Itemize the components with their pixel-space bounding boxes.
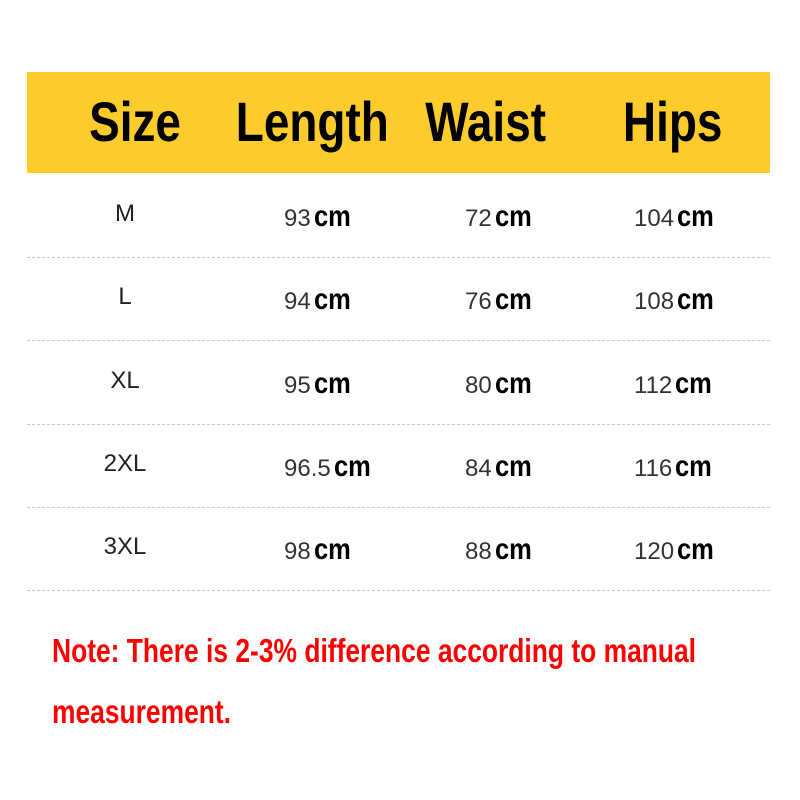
length-cell: 98 cm (284, 533, 357, 567)
note-line-2: measurement. (52, 693, 232, 730)
row-divider (27, 590, 770, 591)
table-row: 2XL 96.5 cm 84 cm 116 cm (27, 450, 770, 533)
unit-label: cm (313, 283, 351, 316)
length-cell: 96.5 cm (284, 450, 377, 484)
hips-value: 112 (634, 372, 673, 399)
size-cell: XL (110, 367, 140, 394)
table-row: L 94 cm 76 cm 108 cm (27, 283, 770, 366)
waist-cell: 84 cm (465, 450, 538, 484)
waist-value: 84 (465, 455, 492, 482)
row-divider (27, 340, 770, 341)
unit-label: cm (677, 533, 714, 566)
hips-cell: 120 cm (634, 533, 720, 567)
waist-cell: 72 cm (465, 200, 538, 234)
unit-label: cm (313, 367, 351, 400)
length-cell: 94 cm (284, 283, 357, 317)
hips-cell: 116 cm (634, 450, 719, 484)
unit-label: cm (313, 533, 351, 566)
hips-cell: 112 cm (634, 367, 719, 401)
row-divider (27, 507, 770, 508)
unit-label: cm (494, 200, 532, 233)
header-length: Length (235, 90, 389, 153)
length-value: 96.5 (284, 455, 331, 482)
table-header: Size Length Waist Hips (27, 72, 770, 173)
table-row: XL 95 cm 80 cm 112 cm (27, 367, 770, 450)
unit-label: cm (675, 450, 713, 483)
length-cell: 93 cm (284, 200, 357, 234)
size-cell: 2XL (103, 450, 147, 477)
waist-cell: 88 cm (465, 533, 538, 567)
unit-label: cm (313, 200, 351, 233)
header-hips: Hips (622, 90, 723, 153)
hips-value: 104 (634, 205, 675, 232)
length-value: 93 (284, 205, 311, 232)
unit-label: cm (494, 533, 532, 566)
table-row: 3XL 98 cm 88 cm 120 cm (27, 533, 770, 616)
waist-value: 76 (465, 288, 492, 315)
hips-cell: 104 cm (634, 200, 720, 234)
unit-label: cm (494, 450, 532, 483)
unit-label: cm (494, 367, 532, 400)
header-waist: Waist (425, 90, 547, 153)
size-cell: M (115, 200, 135, 227)
size-cell: L (118, 283, 132, 310)
size-cell: 3XL (103, 533, 147, 560)
unit-label: cm (333, 450, 371, 483)
waist-value: 88 (465, 538, 492, 565)
waist-cell: 80 cm (465, 367, 538, 401)
length-cell: 95 cm (284, 367, 357, 401)
length-value: 98 (284, 538, 311, 565)
unit-label: cm (494, 283, 532, 316)
waist-value: 72 (465, 205, 492, 232)
unit-label: cm (677, 283, 714, 316)
unit-label: cm (675, 367, 713, 400)
table-row: M 93 cm 72 cm 104 cm (27, 200, 770, 283)
hips-value: 120 (634, 538, 675, 565)
hips-value: 108 (634, 288, 675, 315)
row-divider (27, 424, 770, 425)
waist-cell: 76 cm (465, 283, 538, 317)
header-size: Size (89, 90, 181, 153)
length-value: 94 (284, 288, 311, 315)
hips-cell: 108 cm (634, 283, 720, 317)
unit-label: cm (677, 200, 714, 233)
length-value: 95 (284, 372, 311, 399)
hips-value: 116 (634, 455, 673, 482)
waist-value: 80 (465, 372, 492, 399)
row-divider (27, 257, 770, 258)
note-line-1: Note: There is 2-3% difference according… (52, 632, 697, 669)
